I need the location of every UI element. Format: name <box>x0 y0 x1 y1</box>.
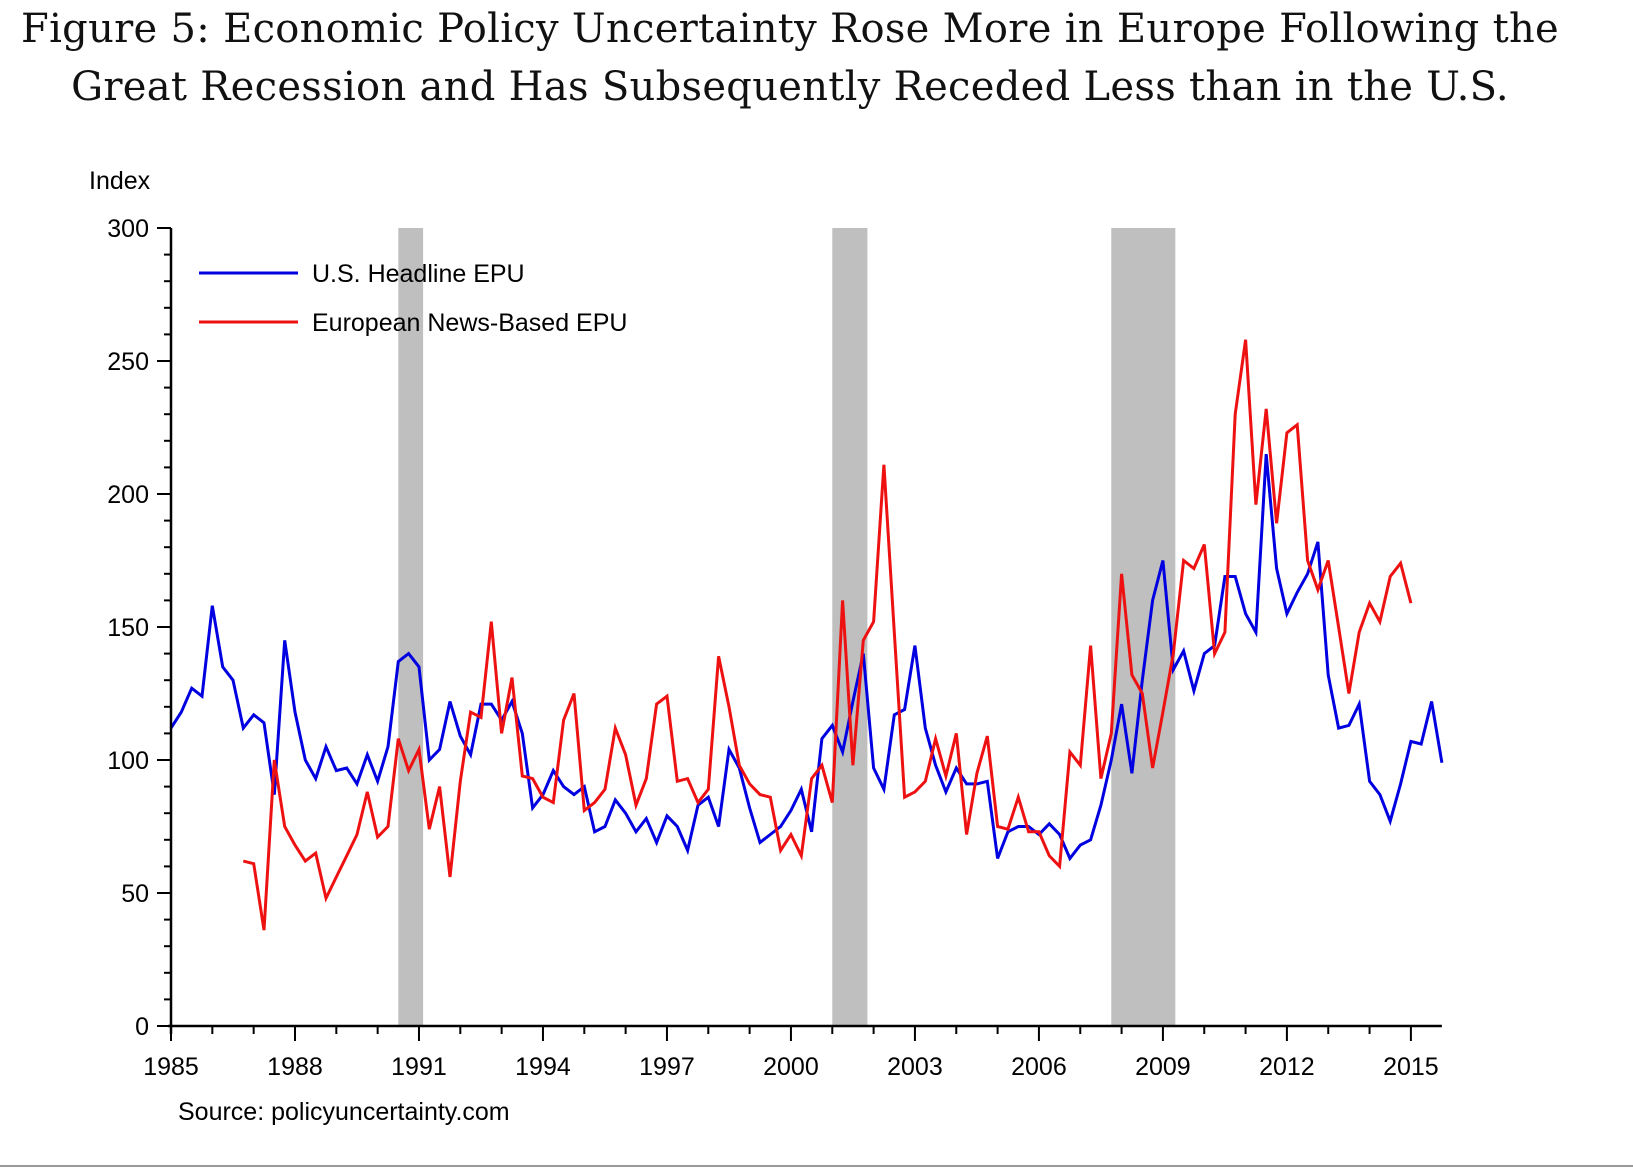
axes: 0 50 100 150 200 250 300 1985 1988 1991 1994 1997 20… <box>107 215 1442 1081</box>
y-tick-label: 0 <box>135 1013 149 1041</box>
y-tick-label: 50 <box>121 880 149 908</box>
recession-band <box>1111 228 1176 1026</box>
data-series <box>169 339 1444 931</box>
recession-band <box>398 228 424 1026</box>
legend: U.S. Headline EPU European News-Based EPU <box>199 260 627 337</box>
y-tick-label: 100 <box>107 747 149 775</box>
figure-title-line-2: Great Recession and Has Subsequently Rec… <box>71 64 1509 110</box>
x-tick-label: 1985 <box>143 1053 199 1081</box>
source-note: Source: policyuncertainty.com <box>178 1098 510 1126</box>
y-tick-label: 200 <box>107 481 149 509</box>
x-tick-label: 2000 <box>763 1053 819 1081</box>
series-line-eu <box>242 339 1413 931</box>
x-tick-label: 2015 <box>1383 1053 1439 1081</box>
x-tick-label: 1997 <box>639 1053 695 1081</box>
x-tick-label: 2012 <box>1259 1053 1315 1081</box>
x-tick-label: 1991 <box>391 1053 447 1081</box>
figure-title: Figure 5: Economic Policy Uncertainty Ro… <box>0 0 1580 116</box>
x-tick-label: 2003 <box>887 1053 943 1081</box>
y-tick-label: 250 <box>107 348 149 376</box>
recession-band <box>832 228 868 1026</box>
series-line-us <box>169 453 1444 862</box>
y-tick-label: 300 <box>107 215 149 243</box>
figure-title-line-1: Figure 5: Economic Policy Uncertainty Ro… <box>21 6 1559 52</box>
legend-label-eu: European News-Based EPU <box>312 309 627 337</box>
x-tick-label: 1994 <box>515 1053 571 1081</box>
y-tick-label: 150 <box>107 614 149 642</box>
legend-label-us: U.S. Headline EPU <box>312 260 525 288</box>
x-tick-label: 2009 <box>1135 1053 1191 1081</box>
x-tick-label: 2006 <box>1011 1053 1067 1081</box>
x-tick-label: 1988 <box>267 1053 323 1081</box>
recession-bands <box>398 228 1176 1026</box>
page-bottom-rule <box>0 1165 1633 1167</box>
y-axis-label: Index <box>89 167 151 195</box>
